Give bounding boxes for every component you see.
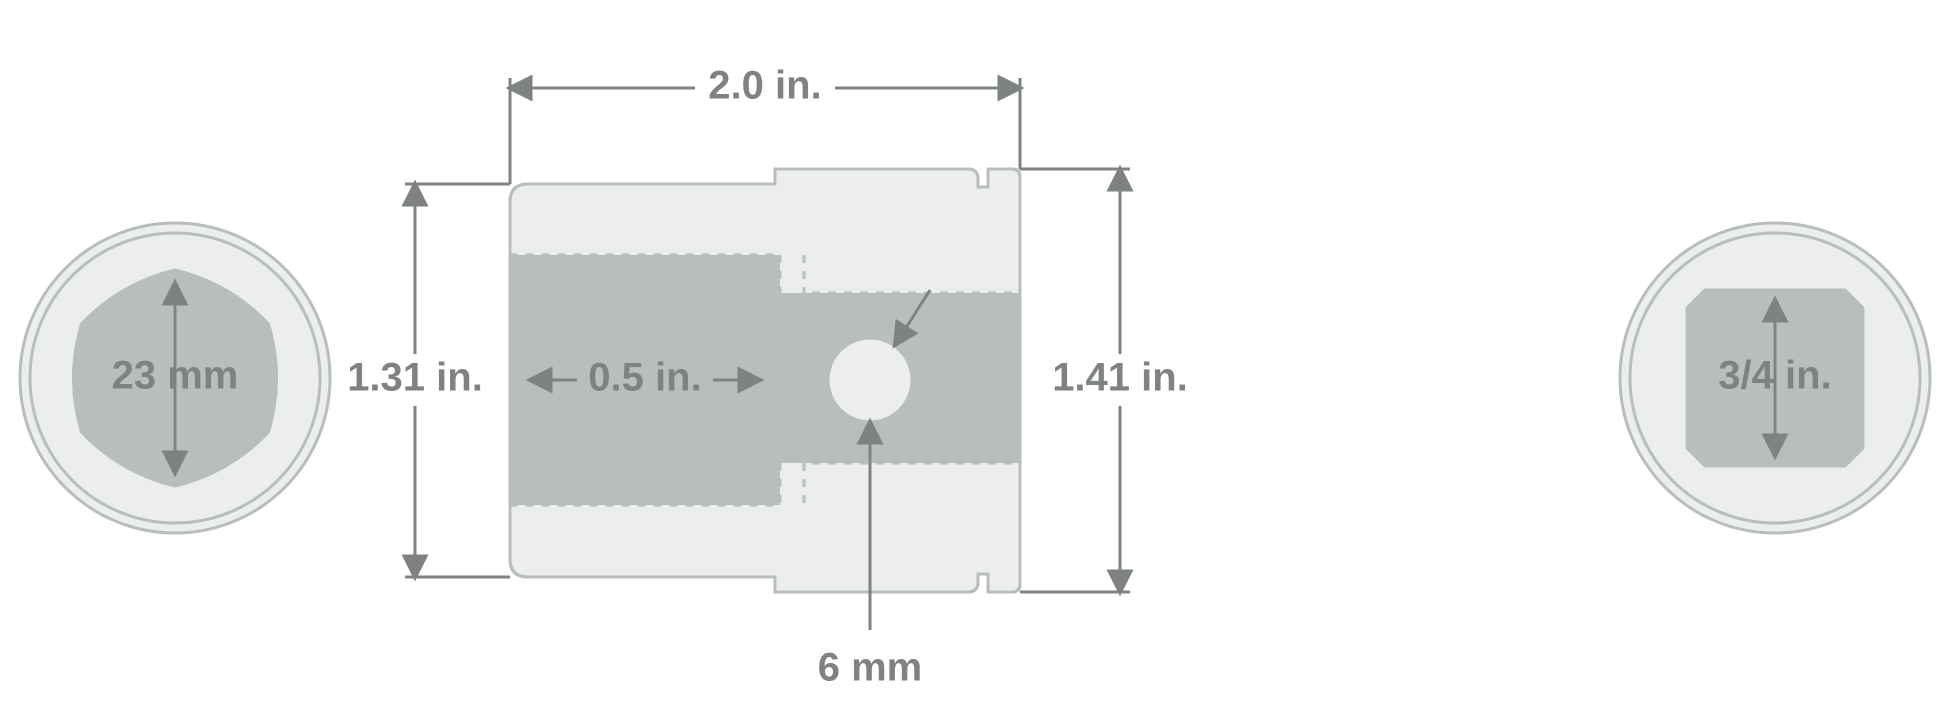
pin-hole bbox=[828, 338, 912, 422]
label-left-height: 1.31 in. bbox=[347, 356, 483, 400]
label-bore-depth: 0.5 in. bbox=[588, 356, 701, 400]
label-drive-size: 3/4 in. bbox=[1718, 354, 1831, 398]
label-right-height: 1.41 in. bbox=[1052, 356, 1188, 400]
label-hex-size: 23 mm bbox=[112, 354, 239, 398]
label-overall-length: 2.0 in. bbox=[708, 64, 821, 108]
label-pin-hole: 6 mm bbox=[818, 646, 923, 690]
